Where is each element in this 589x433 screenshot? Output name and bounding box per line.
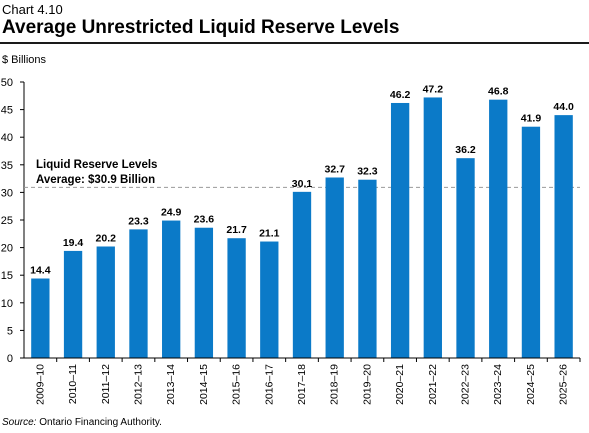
bar-value-label: 24.9	[161, 207, 182, 219]
bar	[521, 126, 541, 358]
y-tick-label: 10	[1, 298, 13, 310]
bar-value-label: 32.7	[324, 163, 345, 175]
x-tick-label: 2023–24	[492, 364, 504, 405]
bar	[423, 97, 442, 359]
x-tick-label: 2016–17	[263, 364, 275, 405]
bar	[390, 102, 410, 358]
bar	[63, 250, 83, 358]
y-tick-label: 50	[1, 77, 13, 89]
bar-value-label: 21.1	[259, 228, 280, 240]
bar-value-label: 46.2	[390, 89, 411, 101]
bar-value-label: 41.9	[521, 113, 542, 125]
x-tick-label: 2024–25	[525, 364, 537, 405]
title-divider	[0, 42, 589, 44]
y-tick-label: 40	[1, 132, 13, 144]
bar-value-label: 30.1	[292, 178, 313, 190]
bar	[489, 99, 508, 358]
y-tick-label: 5	[7, 325, 13, 337]
bar	[292, 191, 312, 358]
x-tick-label: 2025–26	[558, 364, 570, 405]
x-tick-label: 2009–10	[34, 364, 46, 405]
y-tick-label: 15	[1, 270, 13, 282]
bar-value-label: 47.2	[423, 83, 444, 95]
bar	[227, 238, 246, 358]
bar	[31, 278, 50, 358]
chart-title: Average Unrestricted Liquid Reserve Leve…	[2, 17, 400, 38]
average-label-line2: Average: $30.9 Billion	[36, 174, 155, 186]
x-tick-label: 2020–21	[394, 364, 406, 405]
chart-number: Chart 4.10	[2, 2, 63, 17]
bar-value-label: 36.2	[455, 144, 476, 156]
bar-value-label: 19.4	[63, 237, 84, 249]
x-tick-label: 2013–14	[165, 364, 177, 405]
source-text: Ontario Financing Authority.	[36, 417, 162, 428]
x-tick-label: 2022–23	[460, 364, 472, 405]
y-tick-label: 30	[1, 187, 13, 199]
bar	[194, 227, 214, 358]
source-label: Source:	[2, 417, 37, 428]
x-tick-label: 2010–11	[67, 364, 79, 404]
x-tick-label: 2014–15	[198, 364, 210, 405]
bar	[456, 158, 475, 358]
x-tick-label: 2015–16	[231, 364, 243, 405]
bar-value-label: 23.3	[128, 215, 149, 227]
x-tick-label: 2018–19	[329, 364, 341, 405]
bar	[129, 229, 148, 358]
average-label-line1: Liquid Reserve Levels	[36, 159, 157, 171]
bar	[325, 177, 344, 358]
bar-value-label: 46.8	[488, 86, 509, 98]
y-tick-label: 0	[7, 353, 13, 365]
source-note: Source: Ontario Financing Authority.	[2, 417, 162, 428]
y-tick-label: 25	[1, 215, 13, 227]
bar-value-label: 21.7	[226, 224, 247, 236]
bar	[554, 115, 573, 359]
y-axis-unit-label: $ Billions	[2, 54, 47, 66]
bar	[162, 220, 181, 358]
x-tick-label: 2012–13	[132, 364, 144, 405]
bar-value-label: 23.6	[194, 214, 215, 226]
x-tick-label: 2017–18	[296, 364, 308, 405]
bar-value-label: 14.4	[30, 265, 51, 277]
bar-value-label: 44.0	[553, 101, 574, 113]
y-tick-label: 20	[1, 243, 13, 255]
x-tick-label: 2019–20	[361, 364, 373, 405]
bar	[260, 241, 279, 358]
y-tick-label: 45	[1, 105, 13, 117]
bar	[96, 246, 115, 358]
bar	[358, 179, 377, 358]
bar-value-label: 20.2	[96, 232, 117, 244]
x-tick-label: 2011–12	[100, 364, 112, 404]
bar-value-label: 32.3	[357, 166, 378, 178]
y-tick-label: 35	[1, 160, 13, 172]
x-tick-label: 2021–22	[427, 364, 439, 405]
